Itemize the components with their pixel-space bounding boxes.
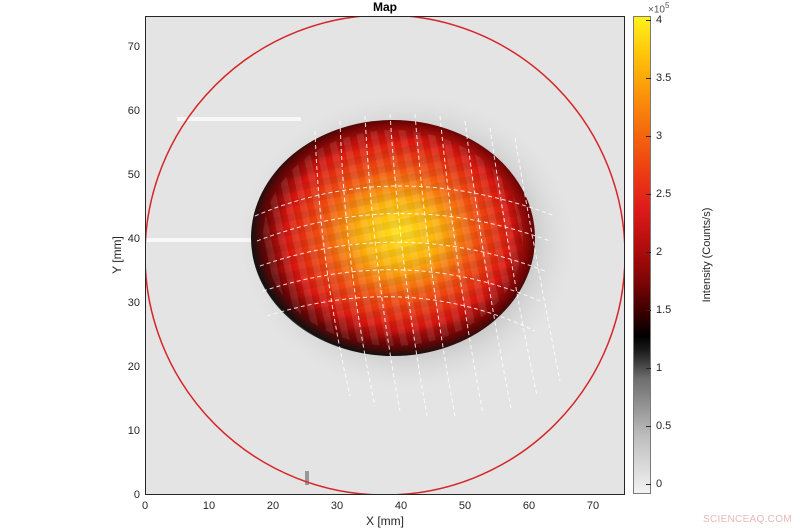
y-tick: 20 — [127, 361, 140, 373]
y-tick: 10 — [127, 425, 140, 437]
colorbar-tickmark — [646, 484, 651, 485]
x-tick: 40 — [394, 500, 408, 512]
y-tick: 60 — [127, 105, 140, 117]
x-tick: 20 — [266, 500, 280, 512]
y-tick: 40 — [127, 233, 140, 245]
x-tick: 70 — [586, 500, 600, 512]
x-tick: 60 — [522, 500, 536, 512]
colorbar-tick: 2 — [656, 246, 663, 258]
colorbar-label: Intensity (Counts/s) — [701, 207, 713, 303]
x-tick: 50 — [458, 500, 472, 512]
colorbar-tickmark — [646, 252, 651, 253]
colorbar — [633, 16, 651, 494]
y-tick: 30 — [127, 297, 140, 309]
colorbar-tickmark — [646, 78, 651, 79]
y-tick: 70 — [127, 41, 140, 53]
chart-title: Map — [373, 0, 397, 14]
colorbar-tick: 2.5 — [656, 188, 672, 200]
colorbar-tickmark — [646, 136, 651, 137]
colorbar-exponent: ×105 — [648, 1, 670, 16]
colorbar-tick: 0 — [656, 478, 663, 490]
x-tick: 30 — [330, 500, 344, 512]
colorbar-tick: 1.5 — [656, 304, 672, 316]
heatmap-axes — [145, 16, 625, 495]
y-tick: 50 — [127, 169, 140, 181]
colorbar-tick: 0.5 — [656, 420, 672, 432]
colorbar-tickmark — [646, 426, 651, 427]
watermark: SCIENCEAQ.COM — [703, 514, 792, 525]
x-tick: 10 — [202, 500, 216, 512]
colorbar-tick: 1 — [656, 362, 663, 374]
colorbar-tickmark — [646, 310, 651, 311]
colorbar-tickmark — [646, 20, 651, 21]
x-tick: 0 — [141, 500, 149, 512]
heatmap-plot — [145, 16, 625, 495]
x-axis-label: X [mm] — [366, 514, 404, 528]
colorbar-tickmark — [646, 194, 651, 195]
y-tick: 0 — [133, 489, 140, 501]
colorbar-tick: 3 — [656, 130, 663, 142]
colorbar-tick: 4 — [656, 14, 663, 26]
y-axis-label: Y [mm] — [110, 236, 124, 274]
colorbar-tickmark — [646, 368, 651, 369]
colorbar-tick: 3.5 — [656, 72, 672, 84]
